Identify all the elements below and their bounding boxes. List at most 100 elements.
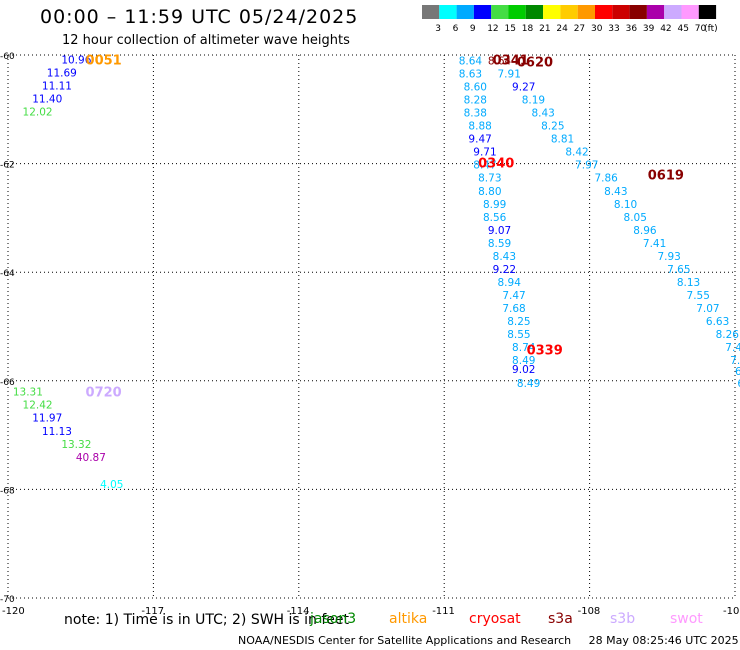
wave-height-value: 8.80 <box>478 186 501 198</box>
legend-tick-label: 9 <box>470 24 476 34</box>
wave-height-value: 8.49 <box>517 378 540 390</box>
lat-tick-label: -64 <box>0 269 15 279</box>
legend-unit-label: (ft) <box>704 24 718 34</box>
wave-height-value: 8.13 <box>677 277 700 289</box>
wave-height-value: 6 <box>737 378 740 390</box>
wave-height-value: 9.47 <box>468 134 491 146</box>
wave-height-value: 8.19 <box>522 95 545 107</box>
wave-height-value: 8.49 <box>512 355 535 367</box>
legend-swatch <box>577 5 595 19</box>
wave-height-value: 8.43 <box>604 186 627 198</box>
wave-height-value: 12.02 <box>23 106 53 118</box>
wave-height-value: 9.02 <box>512 364 535 376</box>
legend-swatch <box>664 5 682 19</box>
page-title: 00:00 – 11:59 UTC 05/24/2025 <box>40 6 359 28</box>
legend-tick-label: 24 <box>556 24 568 34</box>
legend-swatch <box>595 5 613 19</box>
legend-tick-label: 3 <box>435 24 441 34</box>
legend-tick-label: 21 <box>539 24 550 34</box>
legend-tick-label: 27 <box>574 24 585 34</box>
wave-height-value: 8.47 <box>473 160 496 172</box>
wave-height-value: 8.64 <box>488 55 512 67</box>
wave-height-value: 8.10 <box>614 199 637 211</box>
note-text: note: 1) Time is in UTC; 2) SWH is in fe… <box>64 612 350 628</box>
lon-tick-label: -111 <box>432 606 455 617</box>
legend-tick-label: 30 <box>591 24 603 34</box>
wave-height-value: 8.42 <box>565 147 588 159</box>
wave-height-value: 6.63 <box>706 316 729 328</box>
track-time-label: 0720 <box>86 386 122 401</box>
wave-height-value: 8.43 <box>531 108 554 120</box>
wave-height-value: 9.22 <box>493 264 516 276</box>
legend-swatch <box>491 5 509 19</box>
lon-tick-label: -120 <box>2 606 25 617</box>
satellite-legend-s3b: s3b <box>610 611 636 627</box>
wave-height-value: 7.91 <box>498 68 521 80</box>
satellite-legend-altika: altika <box>389 611 428 627</box>
wave-height-value: 11.13 <box>42 426 72 438</box>
wave-height-value: 8.88 <box>468 121 491 133</box>
wave-height-value: 7.97 <box>575 160 598 172</box>
legend-tick-label: 36 <box>626 24 638 34</box>
track-time-label: 0620 <box>517 56 553 71</box>
lat-tick-label: -70 <box>0 595 15 605</box>
wave-height-value: 11.97 <box>32 413 62 425</box>
wave-height-value: 7.81 <box>730 355 740 367</box>
legend-swatch <box>543 5 561 19</box>
wave-height-value: 11.69 <box>47 67 77 79</box>
wave-height-value: 7.68 <box>502 303 525 315</box>
legend-swatch <box>646 5 665 19</box>
footer: NOAA/NESDIS Center for Satellite Applica… <box>238 634 739 647</box>
track-time-label: 0339 <box>527 343 563 358</box>
lat-tick-label: -66 <box>0 378 15 388</box>
legend-tick-label: 12 <box>487 24 498 34</box>
legend-swatch <box>422 5 440 19</box>
legend-tick-label: 6 <box>453 24 459 34</box>
lat-tick-label: -68 <box>0 486 15 496</box>
wave-height-value: 8.55 <box>507 329 530 341</box>
legend-tick-label: 18 <box>522 24 534 34</box>
wave-height-value: 4.05 <box>100 479 123 491</box>
legend-swatch <box>439 5 457 19</box>
legend-swatch <box>525 5 544 19</box>
wave-height-value: 8.74 <box>512 342 536 354</box>
wave-height-value: 40.87 <box>76 452 106 464</box>
legend-tick-label: 70 <box>695 24 707 34</box>
wave-height-value: 8.99 <box>483 199 506 211</box>
legend-tick-label: 45 <box>678 24 689 34</box>
wave-height-value: 7.07 <box>696 303 719 315</box>
footer-timestamp: 28 May 08:25:46 UTC 2025 <box>588 634 739 647</box>
wave-height-value: 7.47 <box>502 290 525 302</box>
satellite-legend-s3a: s3a <box>548 611 573 627</box>
legend-swatch <box>698 5 717 19</box>
track-time-label: 0340 <box>478 157 514 172</box>
wave-height-value: 8.81 <box>551 134 574 146</box>
wave-height-value: 8.25 <box>541 121 564 133</box>
wave-height-value: 9.71 <box>473 147 496 159</box>
legend-swatch <box>456 5 474 19</box>
wave-height-value: 13.32 <box>61 439 91 451</box>
wave-height-value: 7.55 <box>687 290 710 302</box>
wave-height-value: 8.94 <box>498 277 522 289</box>
legend-tick-label: 39 <box>643 24 655 34</box>
lon-tick-label: -117 <box>141 606 164 617</box>
wave-height-value: 13.31 <box>13 387 43 399</box>
wave-height-value: 8.73 <box>478 173 501 185</box>
legend-swatch <box>681 5 699 19</box>
page-subtitle: 12 hour collection of altimeter wave hei… <box>62 33 350 48</box>
wave-height-value: 8.96 <box>633 225 657 237</box>
legend-swatch <box>508 5 526 19</box>
wave-height-value: 11.40 <box>32 93 62 105</box>
legend-tick-label: 42 <box>660 24 671 34</box>
wave-height-value: 8.38 <box>464 108 487 120</box>
wave-height-value: 10.96 <box>61 54 91 66</box>
wave-height-value: 7.93 <box>657 251 680 263</box>
lat-tick-label: -62 <box>0 161 15 171</box>
wave-height-value: 11.11 <box>42 80 72 92</box>
legend-swatch <box>629 5 647 19</box>
wave-height-value: 9.27 <box>512 81 535 93</box>
legend-swatch <box>612 5 630 19</box>
footer-credit: NOAA/NESDIS Center for Satellite Applica… <box>238 634 572 647</box>
wave-height-value: 8.60 <box>464 81 487 93</box>
